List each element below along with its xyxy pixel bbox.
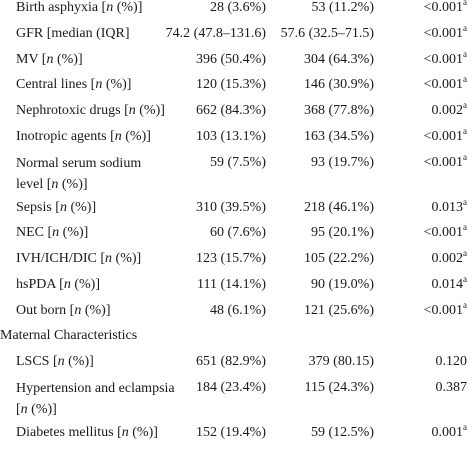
group2-value: 93 (19.7%) — [311, 154, 374, 170]
p-value: <0.001a — [423, 125, 467, 144]
p-value: 0.002a — [431, 248, 468, 267]
row-label: Normal serum sodium level [n (%)] — [16, 153, 141, 195]
group1-value: 184 (23.4%) — [196, 379, 266, 395]
p-value: <0.001a — [423, 151, 467, 170]
row-label: hsPDA [n (%)] — [16, 276, 101, 292]
group1-value: 59 (7.5%) — [210, 154, 266, 170]
row-label: GFR [median (IQR] — [16, 25, 130, 41]
group2-value: 95 (20.1%) — [311, 225, 374, 241]
p-value: 0.001a — [431, 422, 468, 441]
group1-value: 396 (50.4%) — [196, 51, 266, 67]
row-label: IVH/ICH/DIC [n (%)] — [16, 251, 142, 267]
p-value: <0.001a — [423, 22, 467, 41]
group2-value: 304 (64.3%) — [304, 51, 374, 67]
group1-value: 60 (7.6%) — [210, 225, 266, 241]
p-value: <0.001a — [423, 222, 467, 241]
row-label: Central lines [n (%)] — [16, 77, 132, 93]
p-value: 0.013a — [431, 196, 468, 215]
row-label: Hypertension and eclampsia [n (%)] — [16, 378, 175, 420]
group1-value: 152 (19.4%) — [196, 425, 266, 441]
row-label-line: Normal serum sodium — [16, 155, 142, 171]
group2-value: 163 (34.5%) — [304, 128, 374, 144]
row-label: Birth asphyxia [n (%)] — [16, 0, 143, 15]
group1-value: 123 (15.7%) — [196, 251, 266, 267]
row-label-line: Hypertension and eclampsia — [16, 380, 175, 396]
group1-value: 111 (14.1%) — [197, 276, 266, 292]
p-value: 0.002a — [431, 100, 468, 119]
group1-value: 48 (6.1%) — [210, 302, 266, 318]
group1-value: 310 (39.5%) — [196, 199, 266, 215]
p-value: <0.001a — [423, 74, 467, 93]
row-label: Sepsis [n (%)] — [16, 199, 97, 215]
group1-value: 28 (3.6%) — [210, 0, 266, 15]
row-label: NEC [n (%)] — [16, 225, 89, 241]
group1-value: 662 (84.3%) — [196, 103, 266, 119]
group2-value: 59 (12.5%) — [311, 425, 374, 441]
group2-value: 57.6 (32.5–71.5) — [280, 25, 374, 41]
row-label: Diabetes mellitus [n (%)] — [16, 425, 158, 441]
group2-value: 105 (22.2%) — [304, 251, 374, 267]
row-label-line: level [n (%)] — [16, 176, 88, 192]
group1-value: 74.2 (47.8–131.6) — [165, 25, 266, 41]
group2-value: 146 (30.9%) — [304, 77, 374, 93]
p-value: <0.001a — [423, 48, 467, 67]
group2-value: 90 (19.0%) — [311, 276, 374, 292]
row-label: Out born [n (%)] — [16, 302, 111, 318]
p-value: <0.001a — [423, 0, 467, 15]
row-label-line: [n (%)] — [16, 402, 57, 418]
row-label: Nephrotoxic drugs [n (%)] — [16, 103, 165, 119]
row-label: MV [n (%)] — [16, 51, 83, 67]
row-label: Inotropic agents [n (%)] — [16, 128, 151, 144]
row-label: LSCS [n (%)] — [16, 354, 94, 370]
group1-value: 651 (82.9%) — [196, 354, 266, 370]
group2-value: 368 (77.8%) — [304, 103, 374, 119]
section-heading: Maternal Characteristics — [0, 328, 138, 344]
group2-value: 218 (46.1%) — [304, 199, 374, 215]
group1-value: 103 (13.1%) — [196, 128, 266, 144]
p-value: 0.014a — [431, 273, 468, 292]
p-value: 0.387 — [435, 379, 468, 395]
p-value: 0.120 — [435, 354, 468, 370]
group2-value: 379 (80.15) — [308, 354, 374, 370]
group1-value: 120 (15.3%) — [196, 77, 266, 93]
group2-value: 53 (11.2%) — [311, 0, 374, 15]
group2-value: 121 (25.6%) — [304, 302, 374, 318]
p-value: <0.001a — [423, 299, 467, 318]
group2-value: 115 (24.3%) — [304, 379, 374, 395]
